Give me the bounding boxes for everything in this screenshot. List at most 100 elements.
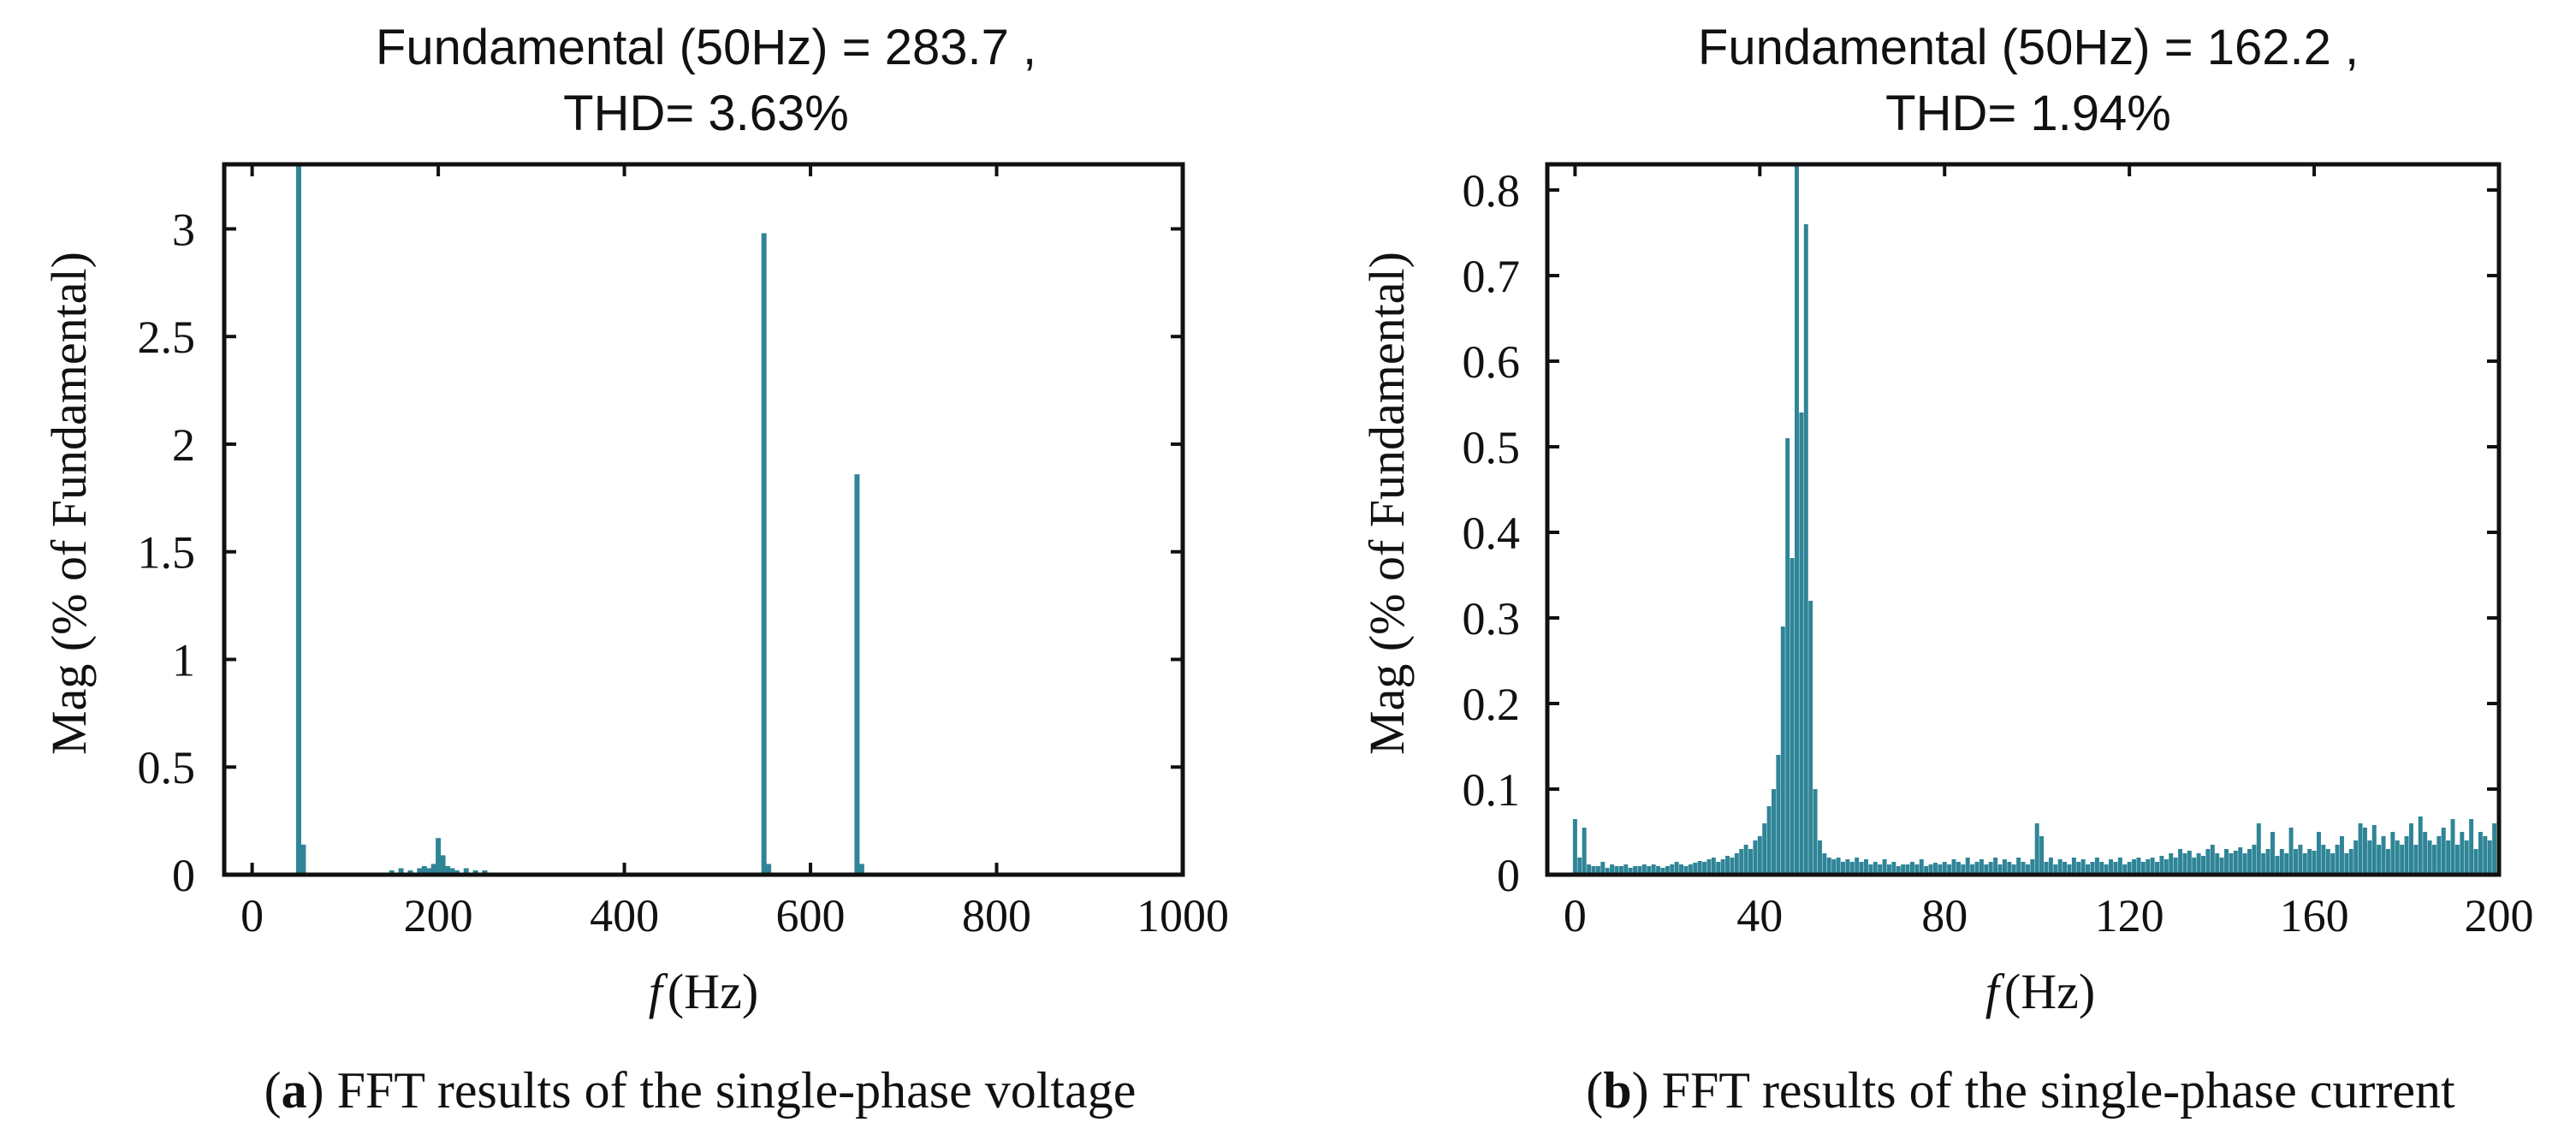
chart-b-xtick-label: 120 bbox=[2095, 890, 2164, 941]
chart-b-bar bbox=[1909, 862, 1914, 875]
chart-b-bar bbox=[2034, 823, 2039, 875]
chart-b-bar bbox=[2210, 845, 2215, 875]
chart-a-xlabel: f (Hz) bbox=[649, 964, 758, 1019]
chart-b-bar bbox=[1914, 864, 1920, 875]
chart-b-bar bbox=[1674, 862, 1679, 875]
chart-b-bar bbox=[2413, 845, 2419, 875]
chart-a-xlabel-unit: (Hz) bbox=[668, 964, 758, 1019]
chart-b-bar bbox=[2002, 859, 2007, 875]
chart-b-bar bbox=[1896, 866, 1901, 875]
chart-b-bar bbox=[2178, 849, 2183, 875]
chart-b-bar bbox=[1813, 789, 1818, 875]
chart-b-bar bbox=[2048, 858, 2053, 875]
chart-b-bar bbox=[1660, 868, 1665, 875]
chart-b-bar bbox=[2464, 840, 2469, 875]
chart-b-bar bbox=[2321, 845, 2326, 875]
chart-b-bar bbox=[2316, 832, 2321, 875]
chart-b-bar bbox=[2136, 858, 2141, 875]
chart-b-bar bbox=[2113, 862, 2118, 875]
chart-b-xlabel-italic: f bbox=[1985, 964, 2005, 1019]
chart-b-bar bbox=[2215, 853, 2220, 875]
chart-b-bar bbox=[1716, 862, 1721, 875]
chart-b-bar bbox=[1785, 438, 1790, 875]
chart-b-bar bbox=[1776, 755, 1781, 875]
chart-b-bar bbox=[2381, 836, 2386, 875]
chart-b-bar bbox=[2473, 849, 2478, 875]
chart-b-bar bbox=[1988, 862, 1993, 875]
chart-b-bar bbox=[1572, 819, 1577, 875]
chart-b-bar bbox=[1956, 862, 1961, 875]
chart-b-bar bbox=[1702, 862, 1707, 875]
chart-b-bar bbox=[1831, 859, 1837, 875]
chart-b-ytick-label: 0.5 bbox=[1463, 422, 1521, 473]
chart-b-bar bbox=[1610, 864, 1615, 875]
chart-a-xlabel-italic: f bbox=[649, 964, 668, 1019]
chart-b-bar bbox=[2086, 864, 2091, 875]
chart-b-bar bbox=[2030, 859, 2035, 875]
chart-b-bar bbox=[1938, 864, 1943, 875]
chart-b-bar bbox=[2080, 859, 2086, 875]
chart-b-bar bbox=[2367, 840, 2372, 875]
chart-b-bar bbox=[2109, 859, 2114, 875]
chart-b-bar bbox=[1734, 853, 1739, 875]
chart-a-bar bbox=[421, 865, 427, 875]
chart-b-bar bbox=[1845, 859, 1850, 875]
chart-b-bar bbox=[2057, 859, 2063, 875]
chart-a-caption: (a) FFT results of the single-phase volt… bbox=[264, 1062, 1137, 1119]
chart-b-bar bbox=[1942, 862, 1947, 875]
chart-b-bar bbox=[1582, 828, 1587, 875]
chart-b-caption-text: FFT results of the single-phase current bbox=[1662, 1062, 2455, 1119]
chart-a-bar bbox=[482, 870, 488, 875]
chart-b-bar bbox=[1859, 862, 1864, 875]
chart-b-bar bbox=[1647, 866, 1652, 875]
chart-b-bar bbox=[2460, 832, 2465, 875]
chart-b-bar bbox=[1618, 866, 1623, 875]
chart-b-bar bbox=[2076, 862, 2081, 875]
chart-b-bar bbox=[2279, 849, 2284, 875]
chart-a-bar bbox=[449, 868, 455, 875]
chart-a-ytick-label: 3 bbox=[172, 204, 195, 255]
chart-a-bar bbox=[295, 164, 301, 875]
chart-b-bar bbox=[1641, 864, 1647, 875]
chart-b-bar bbox=[2483, 836, 2488, 875]
chart-a-ytick-label: 1.5 bbox=[138, 527, 196, 579]
chart-a-bar bbox=[417, 868, 423, 875]
chart-b-bar bbox=[2441, 828, 2446, 875]
chart-b-bar bbox=[1878, 864, 1883, 875]
chart-b-bar bbox=[2344, 853, 2349, 875]
chart-b-bar bbox=[1600, 862, 1606, 875]
chart-b-bar bbox=[1951, 859, 1956, 875]
chart-b-bar bbox=[2163, 859, 2169, 875]
chart-b-plot-frame bbox=[1545, 162, 2502, 877]
chart-b-bar bbox=[2219, 858, 2224, 875]
chart-a-plot-frame bbox=[222, 162, 1185, 877]
chart-b-bar bbox=[1693, 863, 1698, 875]
chart-panel-b: Fundamental (50Hz) = 162.2 , THD= 1.94% … bbox=[1359, 20, 2534, 1119]
chart-b-title-line1: Fundamental (50Hz) = 162.2 , bbox=[1698, 20, 2359, 75]
chart-a-bar bbox=[300, 844, 306, 875]
chart-b-bar bbox=[1637, 866, 1642, 875]
chart-b-bar bbox=[1855, 858, 1860, 875]
chart-b-bar bbox=[2395, 840, 2400, 875]
chart-a-title-line2: THD= 3.63% bbox=[563, 86, 849, 141]
chart-b-bar bbox=[2450, 819, 2455, 875]
chart-b-bar bbox=[2067, 864, 2072, 875]
chart-b-bar bbox=[2011, 864, 2016, 875]
chart-b-ytick-label: 0.7 bbox=[1463, 251, 1521, 302]
chart-b-bar bbox=[2307, 849, 2312, 875]
chart-b-bar bbox=[2270, 832, 2275, 875]
chart-b-bar bbox=[2229, 853, 2234, 875]
chart-b-bar bbox=[1873, 862, 1878, 875]
chart-b-bar bbox=[1683, 866, 1689, 875]
chart-b-bar bbox=[1757, 836, 1762, 875]
chart-b-title-line2: THD= 1.94% bbox=[1885, 86, 2171, 141]
chart-b-bar bbox=[2330, 853, 2336, 875]
chart-a-bar bbox=[766, 864, 772, 875]
chart-a-title-line1: Fundamental (50Hz) = 283.7 , bbox=[376, 20, 1036, 75]
chart-b-bar bbox=[1762, 823, 1767, 875]
chart-b-bar bbox=[1748, 849, 1753, 875]
chart-b-xlabel-unit: (Hz) bbox=[2004, 964, 2095, 1019]
chart-b-xlabel: f (Hz) bbox=[1985, 964, 2095, 1019]
chart-a-ytick-label: 1 bbox=[172, 634, 195, 686]
chart-b-bar bbox=[2159, 856, 2164, 875]
